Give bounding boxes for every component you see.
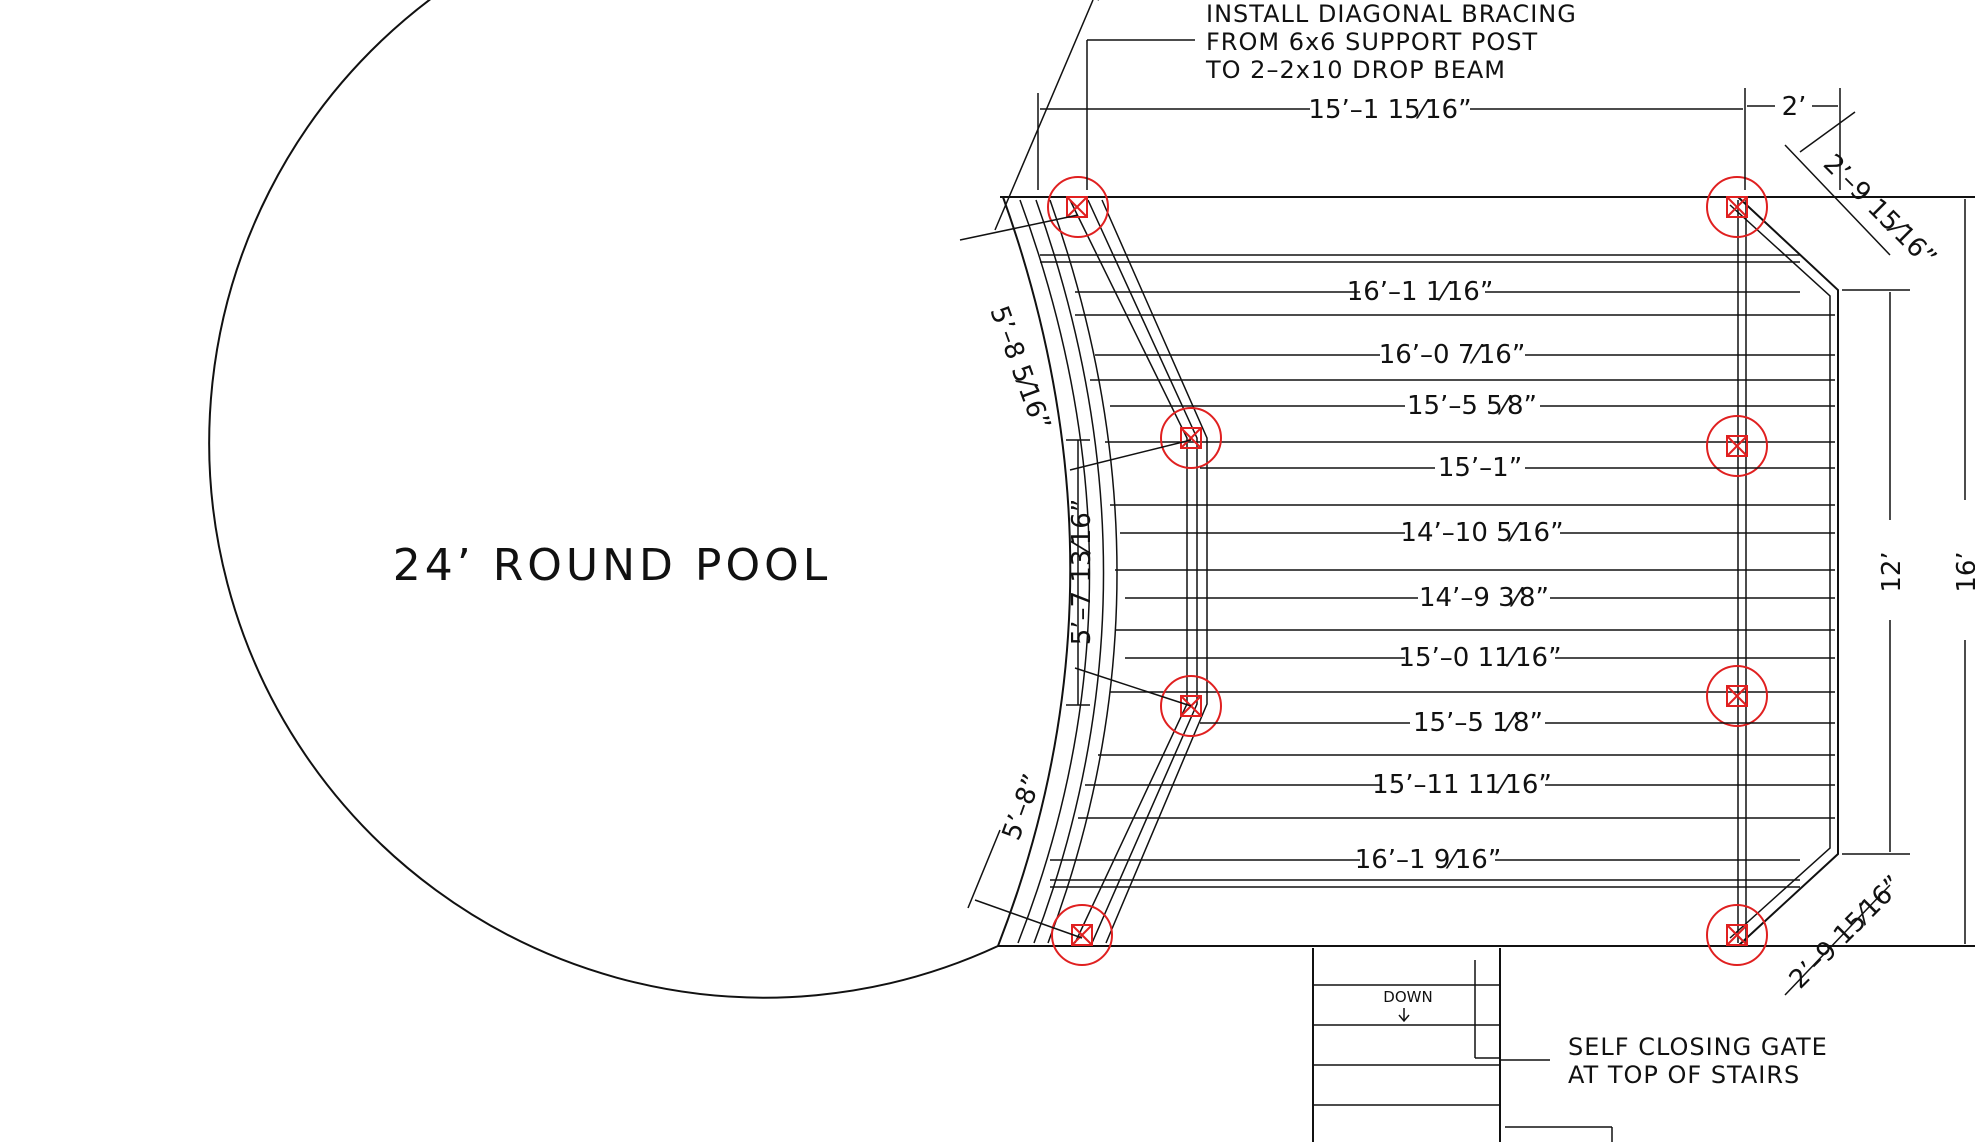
dimension-right-inner: 12’ bbox=[1877, 551, 1907, 592]
post-top-left bbox=[1047, 176, 1109, 238]
stairs-down-label: DOWN bbox=[1383, 988, 1432, 1006]
gate-note-line-2: AT TOP OF STAIRS bbox=[1568, 1061, 1800, 1089]
pool-outline bbox=[208, 0, 1099, 999]
dimension-angle-top: 2’–9 15⁄16” bbox=[1817, 149, 1942, 274]
joist-span-9: 15’–11 11⁄16” bbox=[1372, 770, 1552, 800]
right-dimension-lines bbox=[1842, 199, 1966, 944]
joist-span-1: 16’–1 1⁄16” bbox=[1347, 277, 1494, 307]
post-bottom-right bbox=[1706, 904, 1768, 966]
dimension-left-upper: 5’–8 5⁄16” bbox=[983, 302, 1056, 434]
joist-span-8: 15’–5 1⁄8” bbox=[1413, 708, 1543, 738]
joist-span-7: 15’–0 11⁄16” bbox=[1398, 643, 1561, 673]
post-mid-left-upper bbox=[1160, 407, 1222, 469]
dimension-top-overall: 15’–1 15⁄16” bbox=[1308, 95, 1471, 125]
joist-span-6: 14’–9 3⁄8” bbox=[1419, 583, 1549, 613]
joist-span-2: 16’–0 7⁄16” bbox=[1379, 340, 1526, 370]
joist-span-5: 14’–10 5⁄16” bbox=[1400, 518, 1563, 548]
deck-frame bbox=[997, 196, 1975, 947]
stairs bbox=[1312, 948, 1613, 1142]
joist-span-4: 15’–1” bbox=[1438, 453, 1522, 483]
post-mid-right-lower bbox=[1706, 665, 1768, 727]
post-top-right bbox=[1706, 176, 1768, 238]
dimension-angle-bottom: 2’–9 15⁄16” bbox=[1784, 870, 1909, 995]
post-bottom-left bbox=[1051, 904, 1113, 966]
pool-label: 24’ ROUND POOL bbox=[393, 540, 831, 591]
bracing-note-line-2: FROM 6x6 SUPPORT POST bbox=[1206, 28, 1538, 56]
bracing-note-line-3: TO 2–2x10 DROP BEAM bbox=[1205, 56, 1506, 84]
post-mid-right-upper bbox=[1706, 415, 1768, 477]
top-dimension-lines bbox=[994, 0, 1856, 231]
joist-span-10: 16’–1 9⁄16” bbox=[1355, 845, 1502, 875]
bracing-note-line-1: INSTALL DIAGONAL BRACING bbox=[1206, 0, 1577, 28]
dimension-left-middle: 5’–7 13⁄16” bbox=[1067, 499, 1097, 646]
joist-span-dimensions: 16’–1 1⁄16” 16’–0 7⁄16” 15’–5 5⁄8” 15’–1… bbox=[1050, 277, 1835, 875]
joists bbox=[1040, 254, 1835, 888]
angle-dimension-lines bbox=[1784, 144, 1891, 996]
left-dimension-lines bbox=[959, 214, 1192, 939]
gate-note-line-1: SELF CLOSING GATE bbox=[1568, 1033, 1828, 1061]
joist-span-3: 15’–5 5⁄8” bbox=[1407, 391, 1537, 421]
dimension-left-lower: 5’–8” bbox=[997, 770, 1048, 844]
dimension-right-overall: 16’ bbox=[1952, 551, 1975, 592]
dimension-top-right: 2’ bbox=[1782, 92, 1807, 122]
